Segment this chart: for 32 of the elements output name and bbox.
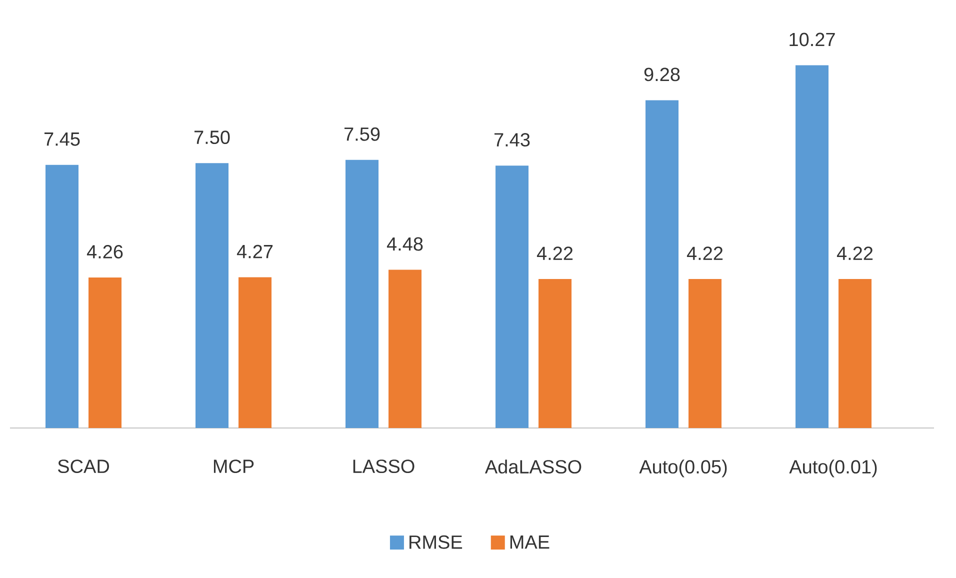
x-tick-label: MCP xyxy=(214,460,254,474)
data-label: 7.43 xyxy=(494,133,530,147)
bar xyxy=(646,100,679,428)
data-label: 4.22 xyxy=(686,246,723,260)
legend-label: RMSE xyxy=(410,535,462,549)
bar xyxy=(796,65,829,428)
data-label: 4.22 xyxy=(836,246,873,260)
data-label: 7.45 xyxy=(44,132,80,146)
bar xyxy=(838,278,872,428)
x-tick-label: AdaLASSO xyxy=(484,460,582,474)
data-label: 7.59 xyxy=(344,127,380,141)
bar xyxy=(46,164,78,428)
bar xyxy=(238,277,272,428)
x-tick-label: Auto(0.05) xyxy=(639,460,727,478)
x-tick-label: Auto(0.01) xyxy=(789,460,877,478)
bar xyxy=(538,278,572,428)
data-label: 4.22 xyxy=(536,246,573,260)
bar xyxy=(496,166,529,428)
data-label: 7.50 xyxy=(194,130,230,144)
data-label: 4.48 xyxy=(386,237,423,251)
x-tick-label: SCAD xyxy=(58,460,109,474)
bar xyxy=(196,163,229,428)
x-tick-label: LASSO xyxy=(353,460,414,474)
bar xyxy=(88,278,122,428)
data-label: 10.27 xyxy=(790,32,835,46)
data-label: 4.27 xyxy=(236,244,273,258)
data-label: 4.26 xyxy=(86,245,123,258)
bar xyxy=(388,270,422,428)
bar xyxy=(346,160,379,428)
data-label: 9.28 xyxy=(644,68,680,82)
bar xyxy=(688,278,722,428)
legend-label: MAE xyxy=(510,536,550,549)
